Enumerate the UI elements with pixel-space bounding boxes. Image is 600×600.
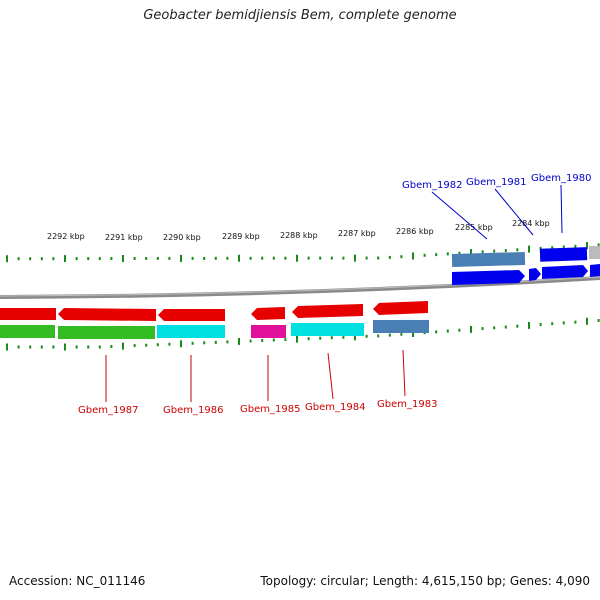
cds-feature-blue: [542, 265, 588, 279]
gene-leaders: [105, 184, 563, 402]
cds-feature-red: [251, 307, 285, 320]
cds-feature-blue: [529, 268, 541, 281]
feature-blue: [539, 247, 588, 262]
cds-feature-red: [158, 309, 225, 321]
gene-label[interactable]: Gbem_1983: [377, 399, 437, 410]
feature-green: [58, 326, 155, 339]
outer-tick-row: [6, 242, 600, 263]
genome-summary-text: Topology: circular; Length: 4,615,150 bp…: [260, 574, 590, 588]
tick-label: 2292 kbp: [47, 232, 85, 241]
cds-feature-blue: [452, 270, 525, 285]
gene-label[interactable]: Gbem_1987: [78, 405, 138, 416]
gene-label[interactable]: Gbem_1980: [531, 173, 591, 184]
cds-feature-red: [373, 301, 428, 315]
gene-label[interactable]: Gbem_1981: [466, 177, 526, 188]
feature-magenta: [251, 325, 286, 338]
cds-feature-blue: [590, 264, 600, 277]
gene-label[interactable]: Gbem_1984: [305, 402, 365, 413]
gene-label[interactable]: Gbem_1986: [163, 405, 223, 416]
inner-tick-row: [6, 317, 600, 351]
tick-labels: 2292 kbp 2291 kbp 2290 kbp 2289 kbp 2288 kbp…: [47, 219, 550, 242]
tick-label: 2288 kbp: [280, 231, 318, 240]
tick-label: 2289 kbp: [222, 232, 260, 241]
tick-label: 2290 kbp: [163, 233, 201, 242]
tick-label: 2284 kbp: [512, 219, 550, 228]
tick-label: 2286 kbp: [396, 227, 434, 236]
cds-feature-red: [292, 304, 363, 318]
gene-leader-line: [327, 352, 334, 400]
feature-cyan: [157, 325, 225, 338]
feature-cyan: [291, 323, 364, 336]
feature-grey: [589, 246, 600, 259]
tick-label: 2287 kbp: [338, 229, 376, 238]
feature-steelblue: [373, 320, 429, 333]
gene-leader-line: [431, 191, 488, 240]
gene-label[interactable]: Gbem_1982: [402, 180, 462, 191]
feature-green: [0, 325, 55, 338]
map-title: Geobacter bemidjiensis Bem, complete gen…: [143, 8, 457, 23]
gene-leader-line: [494, 188, 534, 236]
cds-feature-red: [0, 308, 56, 320]
feature-steelblue: [451, 251, 526, 268]
gene-leader-line: [560, 184, 563, 234]
gene-leader-line: [402, 349, 406, 397]
gene-label[interactable]: Gbem_1985: [240, 404, 300, 415]
gene-labels: Gbem_1987 Gbem_1986 Gbem_1985 Gbem_1984 Gbem…: [78, 173, 591, 416]
accession-text: Accession: NC_011146: [9, 574, 146, 588]
tick-label: 2291 kbp: [105, 233, 143, 242]
cds-feature-red: [58, 308, 156, 321]
